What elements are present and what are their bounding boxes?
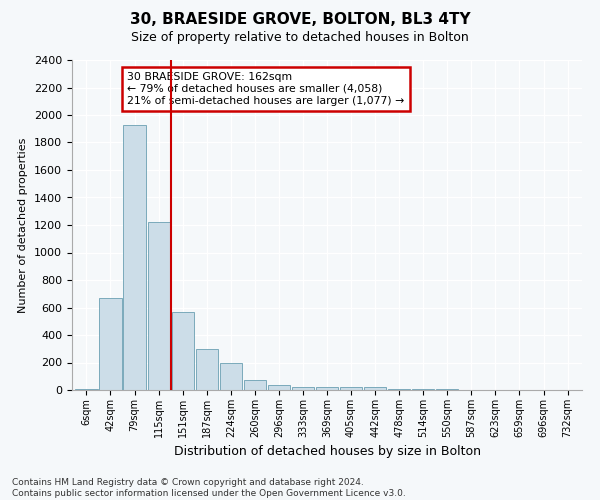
Bar — [268, 385, 290, 390]
Bar — [340, 387, 362, 390]
Bar — [172, 312, 194, 390]
Text: Size of property relative to detached houses in Bolton: Size of property relative to detached ho… — [131, 31, 469, 44]
Bar — [244, 380, 266, 390]
Bar — [412, 388, 434, 390]
Y-axis label: Number of detached properties: Number of detached properties — [19, 138, 28, 312]
Bar — [148, 222, 170, 390]
Text: Contains HM Land Registry data © Crown copyright and database right 2024.
Contai: Contains HM Land Registry data © Crown c… — [12, 478, 406, 498]
Bar — [364, 387, 386, 390]
Bar — [292, 386, 314, 390]
Bar — [220, 362, 242, 390]
Bar — [100, 298, 122, 390]
X-axis label: Distribution of detached houses by size in Bolton: Distribution of detached houses by size … — [173, 446, 481, 458]
Bar — [196, 349, 218, 390]
Text: 30, BRAESIDE GROVE, BOLTON, BL3 4TY: 30, BRAESIDE GROVE, BOLTON, BL3 4TY — [130, 12, 470, 28]
Bar — [316, 386, 338, 390]
Text: 30 BRAESIDE GROVE: 162sqm
← 79% of detached houses are smaller (4,058)
21% of se: 30 BRAESIDE GROVE: 162sqm ← 79% of detac… — [127, 72, 404, 106]
Bar — [124, 124, 146, 390]
